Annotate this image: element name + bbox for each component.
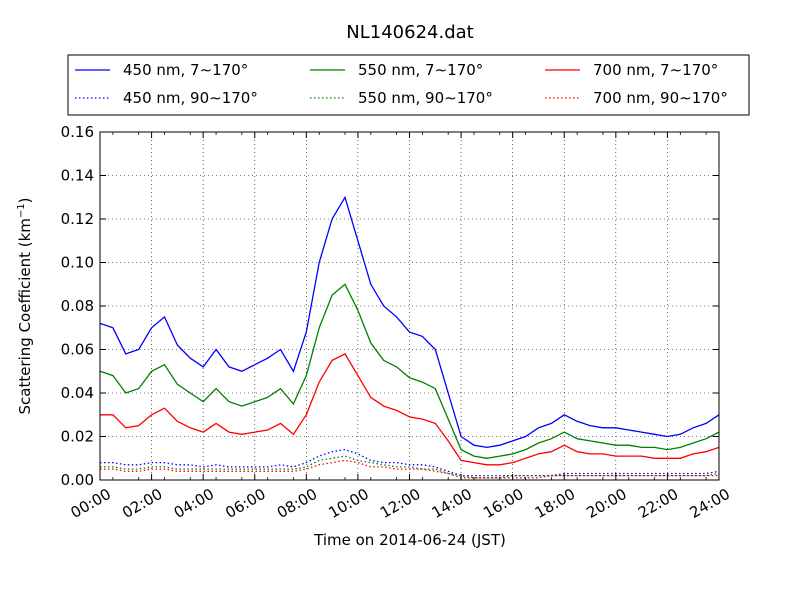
y-tick-label: 0.08 <box>61 297 94 315</box>
y-tick-label: 0.10 <box>61 254 94 272</box>
x-tick-label: 08:00 <box>274 485 320 522</box>
y-tick-label: 0.12 <box>61 210 94 228</box>
legend: 450 nm, 7∼170° 550 nm, 7∼170° 700 nm, 7∼17… <box>67 54 750 116</box>
series-line <box>100 459 719 479</box>
legend-frame <box>67 54 750 116</box>
x-tick-label: 16:00 <box>480 485 526 522</box>
y-tick-label: 0.06 <box>61 341 94 359</box>
x-tick-label: 24:00 <box>687 485 733 522</box>
legend-entry-label: 550 nm, 7∼170° <box>358 61 483 79</box>
chart-title: NL140624.dat <box>346 22 473 43</box>
series-line <box>99 195 720 449</box>
y-tick-label: 0.14 <box>61 167 94 185</box>
plot-background <box>100 132 719 480</box>
series-line <box>100 353 720 466</box>
series-line <box>99 283 720 459</box>
x-tick-label: 06:00 <box>222 485 268 522</box>
x-tick-label: 20:00 <box>583 485 629 522</box>
x-tick-label: 02:00 <box>119 485 165 522</box>
legend-entry-label: 550 nm, 90∼170° <box>358 89 493 107</box>
plot-area: 00:00 02:00 04:00 06:00 08:00 10:00 12:00 14:00… <box>61 123 733 522</box>
legend-entry-label: 700 nm, 90∼170° <box>593 89 728 107</box>
legend-entry-label: 700 nm, 7∼170° <box>593 61 718 79</box>
x-tick-label: 00:00 <box>68 485 114 522</box>
legend-entry-label: 450 nm, 90∼170° <box>123 89 258 107</box>
x-tick-label: 22:00 <box>635 485 681 522</box>
x-tick-label: 04:00 <box>171 485 217 522</box>
x-tick-label: 12:00 <box>377 485 423 522</box>
x-tick-label: 10:00 <box>325 485 371 522</box>
y-axis-label: Scattering Coefficient (km−1) <box>16 197 34 414</box>
x-tick-label: 14:00 <box>429 485 475 522</box>
y-tick-label: 0.00 <box>61 471 94 489</box>
y-tick-label: 0.04 <box>61 384 94 402</box>
y-tick-label: 0.16 <box>61 123 94 141</box>
legend-entry-label: 450 nm, 7∼170° <box>123 61 248 79</box>
series-line <box>100 448 720 477</box>
y-tick-label: 0.02 <box>61 428 94 446</box>
x-tick-label: 18:00 <box>532 485 578 522</box>
x-axis-label: Time on 2014-06-24 (JST) <box>313 531 506 549</box>
